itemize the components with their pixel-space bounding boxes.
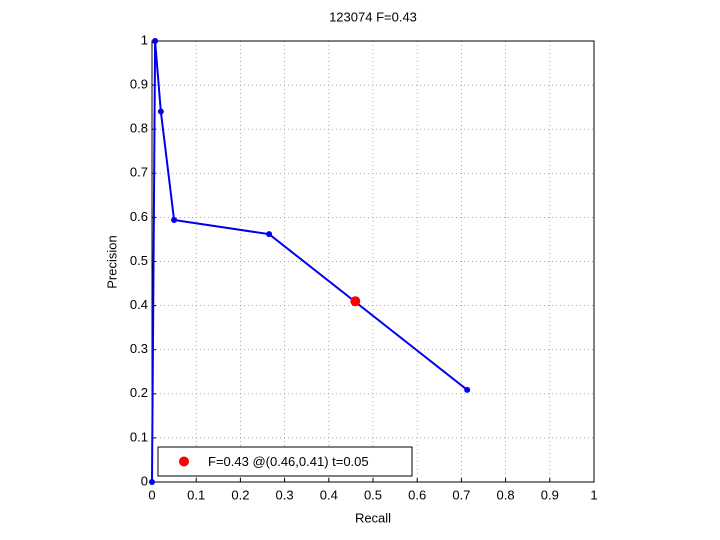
y-tick-label: 0.6 <box>130 209 148 224</box>
x-tick-label: 0.1 <box>187 487 205 502</box>
y-tick-label: 0.1 <box>130 429 148 444</box>
x-tick-label: 0.6 <box>408 487 426 502</box>
point <box>350 296 361 307</box>
y-tick-label: 0.5 <box>130 253 148 268</box>
x-tick-label: 0.8 <box>497 487 515 502</box>
y-tick-label: 0.8 <box>130 121 148 136</box>
y-tick-label: 0.7 <box>130 165 148 180</box>
point <box>149 479 155 485</box>
y-tick-label: 1 <box>141 32 148 47</box>
y-tick-label: 0.9 <box>130 77 148 92</box>
x-tick-label: 0.3 <box>276 487 294 502</box>
x-tick-label: 0.2 <box>231 487 249 502</box>
line <box>151 40 468 483</box>
point <box>171 217 178 224</box>
x-tick-label: 0.5 <box>364 487 382 502</box>
x-tick-label: 0.9 <box>541 487 559 502</box>
legend-label: F=0.43 @(0.46,0.41) t=0.05 <box>208 454 369 469</box>
x-tick-label: 1 <box>590 487 597 502</box>
plot-frame <box>151 40 595 483</box>
point <box>266 231 273 238</box>
point <box>152 38 159 44</box>
y-tick-label: 0 <box>141 473 148 488</box>
x-tick-label: 0.4 <box>320 487 338 502</box>
y-tick-label: 0.3 <box>130 341 148 356</box>
x-axis-label: Recall <box>355 510 391 525</box>
legend-marker <box>179 456 189 467</box>
chart-title: 123074 F=0.43 <box>329 9 417 24</box>
point <box>157 108 164 115</box>
x-tick-label: 0.7 <box>452 487 470 502</box>
x-tick-label: 0 <box>148 487 155 502</box>
point <box>464 386 471 393</box>
y-tick-label: 0.4 <box>130 297 148 312</box>
y-tick-label: 0.2 <box>130 385 148 400</box>
legend-box <box>157 446 413 477</box>
y-axis-label: Precision <box>104 235 119 288</box>
